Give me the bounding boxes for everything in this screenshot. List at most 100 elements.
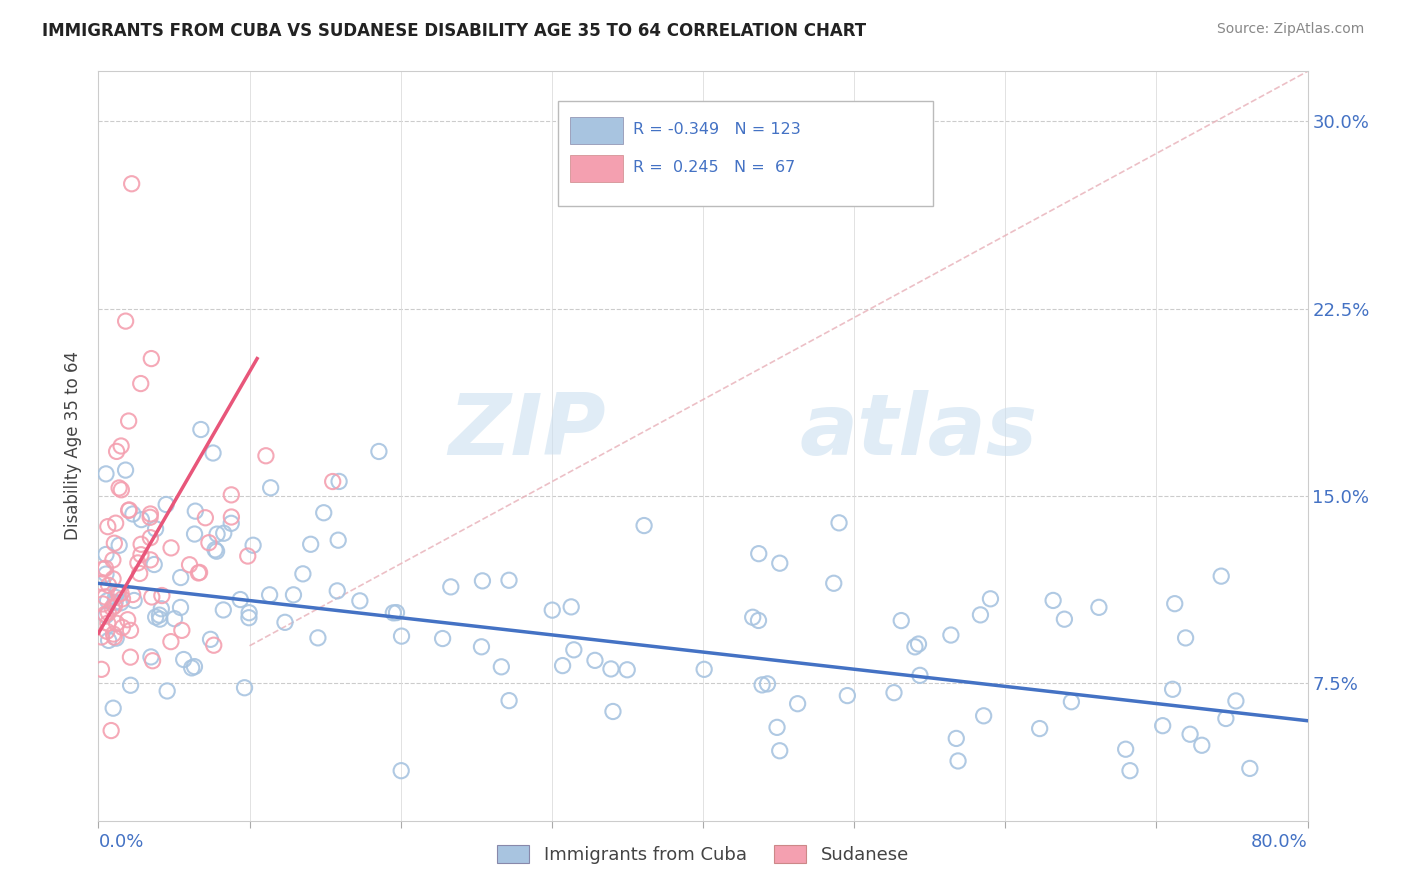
Point: [122, 507, 145, 521]
Point: [828, 516, 851, 530]
Point: [187, 566, 209, 580]
Point: [291, 566, 314, 581]
Point: [184, 504, 207, 518]
Point: [103, 599, 125, 613]
Point: [1164, 597, 1187, 611]
FancyBboxPatch shape: [569, 154, 623, 181]
Point: [212, 603, 235, 617]
Point: [100, 723, 122, 738]
Point: [219, 516, 242, 531]
Point: [129, 376, 152, 391]
Point: [221, 488, 243, 502]
Legend: Immigrants from Cuba, Sudanese: Immigrants from Cuba, Sudanese: [489, 838, 917, 871]
Point: [108, 538, 131, 552]
Point: [101, 553, 124, 567]
Point: [103, 627, 125, 641]
Point: [105, 616, 128, 631]
Point: [823, 576, 845, 591]
Point: [756, 677, 779, 691]
Point: [160, 634, 183, 648]
Point: [139, 649, 162, 664]
Point: [150, 589, 173, 603]
Point: [382, 606, 405, 620]
Point: [747, 614, 769, 628]
Point: [312, 506, 335, 520]
Point: [973, 708, 995, 723]
Point: [94, 467, 117, 481]
Point: [693, 662, 716, 676]
Point: [560, 599, 582, 614]
Point: [233, 681, 256, 695]
Point: [129, 548, 152, 562]
Point: [141, 351, 163, 366]
Point: [600, 662, 623, 676]
Point: [94, 590, 117, 604]
Point: [114, 314, 136, 328]
Point: [97, 578, 120, 592]
Text: IMMIGRANTS FROM CUBA VS SUDANESE DISABILITY AGE 35 TO 64 CORRELATION CHART: IMMIGRANTS FROM CUBA VS SUDANESE DISABIL…: [42, 22, 866, 40]
Point: [160, 541, 183, 555]
Point: [170, 624, 193, 638]
Point: [139, 510, 162, 524]
Point: [117, 503, 139, 517]
Point: [156, 684, 179, 698]
Point: [110, 483, 132, 497]
Text: 80.0%: 80.0%: [1251, 833, 1308, 851]
Point: [283, 588, 305, 602]
Point: [120, 650, 142, 665]
Point: [97, 606, 120, 620]
Text: R = -0.349   N = 123: R = -0.349 N = 123: [633, 122, 800, 137]
Point: [190, 423, 212, 437]
Point: [104, 516, 127, 531]
FancyBboxPatch shape: [558, 102, 932, 206]
Point: [471, 574, 494, 588]
Point: [307, 631, 329, 645]
Point: [221, 510, 243, 524]
Point: [1053, 612, 1076, 626]
Point: [946, 754, 969, 768]
Point: [129, 537, 152, 551]
Point: [122, 593, 145, 607]
Point: [101, 600, 124, 615]
Point: [163, 612, 186, 626]
Point: [254, 449, 277, 463]
Point: [101, 701, 124, 715]
Point: [602, 705, 624, 719]
Point: [145, 610, 167, 624]
Point: [1028, 722, 1050, 736]
Point: [139, 553, 162, 567]
Point: [105, 444, 128, 458]
Point: [939, 628, 962, 642]
Point: [103, 630, 125, 644]
Text: 0.0%: 0.0%: [98, 833, 143, 851]
Point: [229, 592, 252, 607]
Point: [90, 630, 112, 644]
Point: [202, 446, 225, 460]
Point: [470, 640, 492, 654]
Point: [169, 600, 191, 615]
Point: [1174, 631, 1197, 645]
Point: [97, 616, 120, 631]
Point: [1239, 761, 1261, 775]
Point: [551, 658, 574, 673]
Point: [236, 549, 259, 563]
Point: [883, 686, 905, 700]
Point: [97, 593, 120, 607]
Point: [110, 596, 132, 610]
Point: [91, 576, 114, 591]
Point: [170, 570, 193, 584]
Point: [205, 544, 228, 558]
Point: [242, 538, 264, 552]
Point: [969, 607, 991, 622]
Point: [907, 637, 929, 651]
FancyBboxPatch shape: [569, 117, 623, 144]
Point: [440, 580, 463, 594]
Point: [105, 585, 128, 599]
Point: [105, 631, 128, 645]
Point: [202, 638, 225, 652]
Point: [194, 510, 217, 524]
Point: [111, 591, 134, 606]
Point: [238, 606, 260, 620]
Point: [1060, 695, 1083, 709]
Point: [259, 588, 281, 602]
